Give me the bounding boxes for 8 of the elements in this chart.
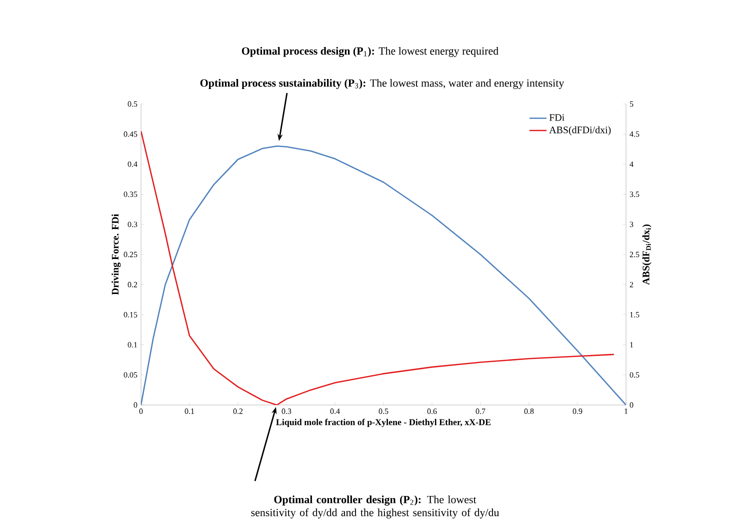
legend-label: ABS(dFDi/dxi) — [549, 126, 611, 136]
text: Optimal process design (P$_{1}$): The lowest energy required — [242, 46, 498, 58]
text: Optimal process sustainability (P$_{3}$): The lowest mass, water and energy intensity — [200, 79, 564, 89]
legend-label: FDi — [549, 114, 564, 121]
x-axis-title: Liquid mole fraction of p-Xylene - Diethyl Ether, xX-DE — [276, 418, 491, 428]
y2-axis-title: ABS(dF$_{Di}$/dx$_{i}$) — [642, 224, 652, 285]
y-axis-title: Driving Force. FDi — [112, 214, 121, 295]
text: Optimal controller design (P$_{2}$): The lowest sensitivity of dy/dd and the highest sensitivity of dy/du — [251, 496, 500, 518]
